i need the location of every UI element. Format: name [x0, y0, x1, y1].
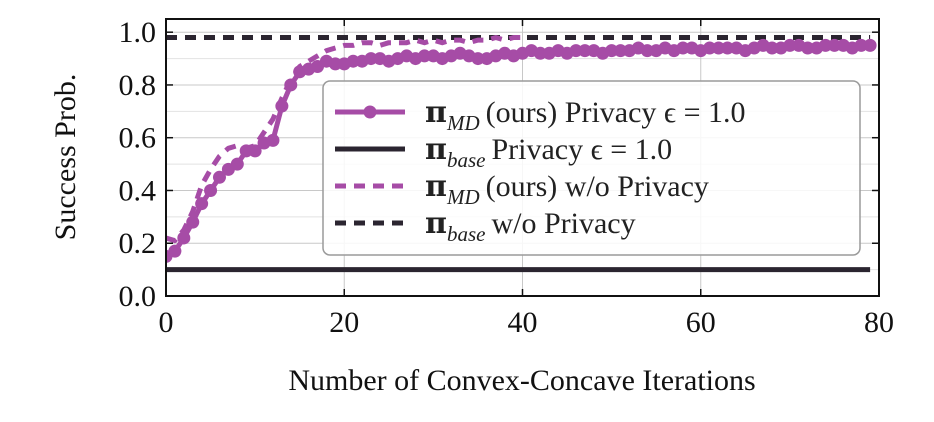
x-tick-label: 80 [864, 306, 894, 339]
data-point-md_privacy [168, 244, 182, 258]
y-tick-label: 0.6 [119, 122, 157, 155]
data-point-md_privacy [275, 99, 289, 113]
data-point-md_privacy [863, 38, 877, 52]
x-tick-label: 20 [329, 306, 359, 339]
y-tick-label: 0.2 [119, 227, 157, 260]
legend-box [322, 80, 861, 256]
series-line-md_noprivacy [166, 35, 523, 244]
legend-entry-md_privacy: πMD (ours) Privacy ϵ = 1.0 [425, 95, 746, 135]
y-axis-title: Success Prob. [49, 74, 82, 241]
data-point-md_privacy [248, 144, 262, 158]
data-point-md_privacy [195, 197, 209, 211]
data-point-md_privacy [186, 215, 200, 229]
ticks: 0.0 0.2 0.4 0.6 0.8 1.0 0 20 40 60 80 [119, 16, 895, 339]
data-point-md_privacy [212, 170, 226, 184]
data-point-md_privacy [712, 41, 726, 55]
data-point-md_privacy [578, 44, 592, 58]
x-tick-label: 60 [686, 306, 716, 339]
data-point-md_privacy [605, 44, 619, 58]
y-tick-label: 0.8 [119, 69, 157, 102]
data-point-md_privacy [266, 133, 280, 147]
data-point-md_privacy [471, 52, 485, 66]
x-tick-label: 0 [159, 306, 174, 339]
data-point-md_privacy [364, 52, 378, 66]
data-point-md_privacy [783, 38, 797, 52]
data-point-md_privacy [614, 44, 628, 58]
y-tick-label: 0.4 [119, 174, 157, 207]
legend-entry-base_noprivacy: πbase w/o Privacy [425, 206, 636, 246]
data-point-md_privacy [676, 41, 690, 55]
data-point-md_privacy [569, 44, 583, 58]
legend-entry-base_privacy: πbase Privacy ϵ = 1.0 [425, 132, 672, 172]
data-point-md_privacy [204, 183, 218, 197]
data-point-md_privacy [239, 144, 253, 158]
data-point-md_privacy [328, 57, 342, 71]
data-point-md_privacy [284, 78, 298, 92]
data-point-md_privacy [640, 44, 654, 58]
data-point-md_privacy [346, 54, 360, 68]
data-point-md_privacy [765, 41, 779, 55]
y-tick-label: 0.0 [119, 280, 157, 313]
series-layer [166, 35, 877, 273]
data-point-md_privacy [720, 41, 734, 55]
x-tick-label: 40 [508, 306, 538, 339]
x-axis-title: Number of Convex-Concave Iterations [288, 364, 755, 397]
data-point-md_privacy [533, 46, 547, 60]
data-point-md_privacy [801, 41, 815, 55]
data-point-md_privacy [827, 38, 841, 52]
data-point-md_privacy [230, 157, 244, 171]
y-tick-label: 1.0 [119, 16, 157, 49]
data-point-md_privacy [417, 49, 431, 63]
legend-marker [363, 105, 377, 119]
data-point-md_privacy [819, 38, 833, 52]
data-point-md_privacy [177, 231, 191, 245]
legend-entry-md_noprivacy: πMD (ours) w/o Privacy [425, 169, 709, 209]
data-point-md_privacy [703, 41, 717, 55]
data-point-md_privacy [854, 38, 868, 52]
